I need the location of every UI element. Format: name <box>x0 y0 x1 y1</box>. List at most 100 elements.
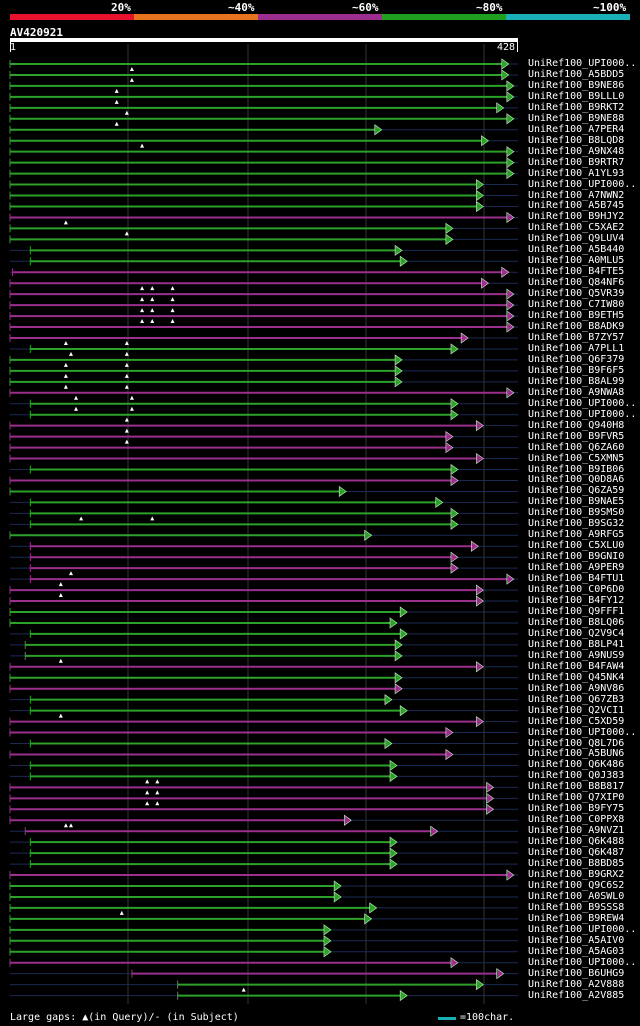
hit-label[interactable]: UniRef100_B8B817 <box>528 781 625 793</box>
hit-label[interactable]: UniRef100_A5B745 <box>528 200 625 212</box>
hit-label[interactable]: UniRef100_B9LLL0 <box>528 90 625 102</box>
hit-label[interactable]: UniRef100_B8ADK9 <box>528 321 625 333</box>
hit-label[interactable]: UniRef100_B9ETH5 <box>528 310 625 322</box>
hit-label[interactable]: UniRef100_B9REW4 <box>528 912 625 924</box>
hit-label[interactable]: UniRef100_Q5VR39 <box>528 288 625 300</box>
hit-label[interactable]: UniRef100_A7NWN2 <box>528 189 625 201</box>
hit-end-arrow <box>506 299 515 311</box>
hit-label[interactable]: UniRef100_A0MLU5 <box>528 255 625 267</box>
hit-label[interactable]: UniRef100_B9IB06 <box>528 463 625 475</box>
hit-label[interactable]: UniRef100_A5AG03 <box>528 945 625 957</box>
hit-label[interactable]: UniRef100_C5XD59 <box>528 715 625 727</box>
hit-label[interactable]: UniRef100_Q45NK4 <box>528 671 625 683</box>
hit-label[interactable]: UniRef100_B8LQD8 <box>528 134 625 146</box>
hit-label[interactable]: UniRef100_A7PER4 <box>528 123 625 135</box>
hit-label[interactable]: UniRef100_Q6ZA59 <box>528 485 625 497</box>
hit-label[interactable]: UniRef100_B9NE86 <box>528 79 625 91</box>
hit-label[interactable]: UniRef100_UPI000.. <box>528 58 637 69</box>
hit-end-arrow <box>399 606 408 618</box>
hit-label[interactable]: UniRef100_Q2VCI1 <box>528 704 625 716</box>
hit-label[interactable]: UniRef100_A0SWL0 <box>528 890 625 902</box>
hit-end-arrow <box>445 726 454 739</box>
hit-label[interactable]: UniRef100_B9RKT2 <box>528 101 625 113</box>
hit-label[interactable]: UniRef100_UPI000.. <box>528 178 637 190</box>
hit-label[interactable]: UniRef100_B7ZY57 <box>528 332 625 343</box>
hit-label[interactable]: UniRef100_B9FY75 <box>528 803 625 815</box>
hit-label[interactable]: UniRef100_B9GRX2 <box>528 869 625 881</box>
hit-end-arrow <box>476 200 484 213</box>
hit-label[interactable]: UniRef100_A5AIV0 <box>528 934 625 946</box>
query-gap-marker <box>150 297 155 302</box>
hit-label[interactable]: UniRef100_Q67ZB3 <box>528 693 625 705</box>
hit-label[interactable]: UniRef100_Q6ZA60 <box>528 441 625 453</box>
hit-label[interactable]: UniRef100_Q0D8A6 <box>528 474 625 486</box>
hit-label[interactable]: UniRef100_B9SSS8 <box>528 901 625 913</box>
hit-label[interactable]: UniRef100_B4FTU1 <box>528 573 625 585</box>
hit-label[interactable]: UniRef100_B8LQ06 <box>528 616 625 628</box>
hit-label[interactable]: UniRef100_A9NX48 <box>528 145 625 157</box>
hit-label[interactable]: UniRef100_A9NV86 <box>528 682 625 694</box>
query-gap-marker <box>119 910 124 915</box>
hit-label[interactable]: UniRef100_B9SMS0 <box>528 507 625 519</box>
hit-label[interactable]: UniRef100_B8AL99 <box>528 375 625 387</box>
hit-label[interactable]: UniRef100_A5B440 <box>528 244 625 256</box>
hit-label[interactable]: UniRef100_C7IW80 <box>528 299 625 311</box>
hit-label[interactable]: UniRef100_UPI000.. <box>528 956 637 968</box>
hit-label[interactable]: UniRef100_A9NVZ1 <box>528 825 625 837</box>
hit-label[interactable]: UniRef100_A1YL93 <box>528 167 625 179</box>
hit-label[interactable]: UniRef100_B8BD85 <box>528 858 625 870</box>
hit-label[interactable]: UniRef100_Q940H8 <box>528 419 625 431</box>
hit-label[interactable]: UniRef100_Q84NF6 <box>528 277 625 289</box>
hit-end-arrow <box>394 365 403 377</box>
hit-label[interactable]: UniRef100_Q8L7D6 <box>528 737 625 749</box>
hit-label[interactable]: UniRef100_A9NUS9 <box>528 649 625 661</box>
hit-label[interactable]: UniRef100_C0PPX8 <box>528 814 625 826</box>
hit-label[interactable]: UniRef100_UPI000.. <box>528 397 637 409</box>
hit-label[interactable]: UniRef100_B8LP41 <box>528 638 625 650</box>
hit-label[interactable]: UniRef100_Q6K487 <box>528 847 625 859</box>
hit-label[interactable]: UniRef100_B9NAE5 <box>528 496 625 508</box>
hit-label[interactable]: UniRef100_UPI000.. <box>528 408 637 420</box>
hit-label[interactable]: UniRef100_Q6F379 <box>528 353 625 365</box>
hit-label[interactable]: UniRef100_A5BDD5 <box>528 68 625 80</box>
hit-label[interactable]: UniRef100_B9NE88 <box>528 112 625 124</box>
hit-label[interactable]: UniRef100_Q9LUV4 <box>528 233 625 245</box>
hit-label[interactable]: UniRef100_Q6K486 <box>528 759 625 771</box>
hit-label[interactable]: UniRef100_Q7XIP0 <box>528 792 625 804</box>
query-gap-marker <box>68 823 73 828</box>
hit-label[interactable]: UniRef100_C5XLU0 <box>528 540 625 552</box>
hit-label[interactable]: UniRef100_B9RTR7 <box>528 156 625 168</box>
hit-label[interactable]: UniRef100_B9F6F5 <box>528 364 625 376</box>
query-gap-marker <box>170 297 175 302</box>
hit-label[interactable]: UniRef100_UPI000.. <box>528 923 637 935</box>
hit-label[interactable]: UniRef100_Q9C6S2 <box>528 880 625 891</box>
hit-end-arrow <box>450 343 459 355</box>
hit-label[interactable]: UniRef100_Q2V9C4 <box>528 627 625 639</box>
hit-label[interactable]: UniRef100_Q6K488 <box>528 836 625 848</box>
hit-label[interactable]: UniRef100_A9PER9 <box>528 562 625 574</box>
hit-label[interactable]: UniRef100_C0P6D0 <box>528 584 625 596</box>
hit-label[interactable]: UniRef100_Q9FFF1 <box>528 606 625 617</box>
hit-label[interactable]: UniRef100_A9NWA8 <box>528 386 625 398</box>
hit-label[interactable]: UniRef100_C5XMN5 <box>528 452 625 464</box>
hit-label[interactable]: UniRef100_B9HJY2 <box>528 211 625 223</box>
hit-label[interactable]: UniRef100_B4FTE5 <box>528 266 625 278</box>
hit-label[interactable]: UniRef100_B9GNI0 <box>528 551 625 563</box>
hit-label[interactable]: UniRef100_C5XAE2 <box>528 222 625 234</box>
hit-end-arrow <box>364 913 373 925</box>
hit-label[interactable]: UniRef100_Q0J383 <box>528 770 625 782</box>
hit-label[interactable]: UniRef100_B4FAW4 <box>528 660 625 672</box>
hit-label[interactable]: UniRef100_A2V885 <box>528 989 625 1001</box>
hit-label[interactable]: UniRef100_B9SG32 <box>528 518 625 530</box>
hit-label[interactable]: UniRef100_B6UHG9 <box>528 967 625 979</box>
hit-label[interactable]: UniRef100_A7PLL1 <box>528 342 625 354</box>
hit-label[interactable]: UniRef100_B9FVR5 <box>528 430 625 442</box>
query-gap-marker <box>124 373 129 378</box>
hit-end-arrow <box>389 770 398 782</box>
hit-label[interactable]: UniRef100_A9RFG5 <box>528 529 625 541</box>
hit-end-arrow <box>476 595 484 607</box>
hit-label[interactable]: UniRef100_A5BUN6 <box>528 748 625 760</box>
hit-label[interactable]: UniRef100_A2V888 <box>528 978 625 990</box>
hit-label[interactable]: UniRef100_UPI000.. <box>528 726 637 738</box>
hit-label[interactable]: UniRef100_B4FY12 <box>528 595 625 607</box>
